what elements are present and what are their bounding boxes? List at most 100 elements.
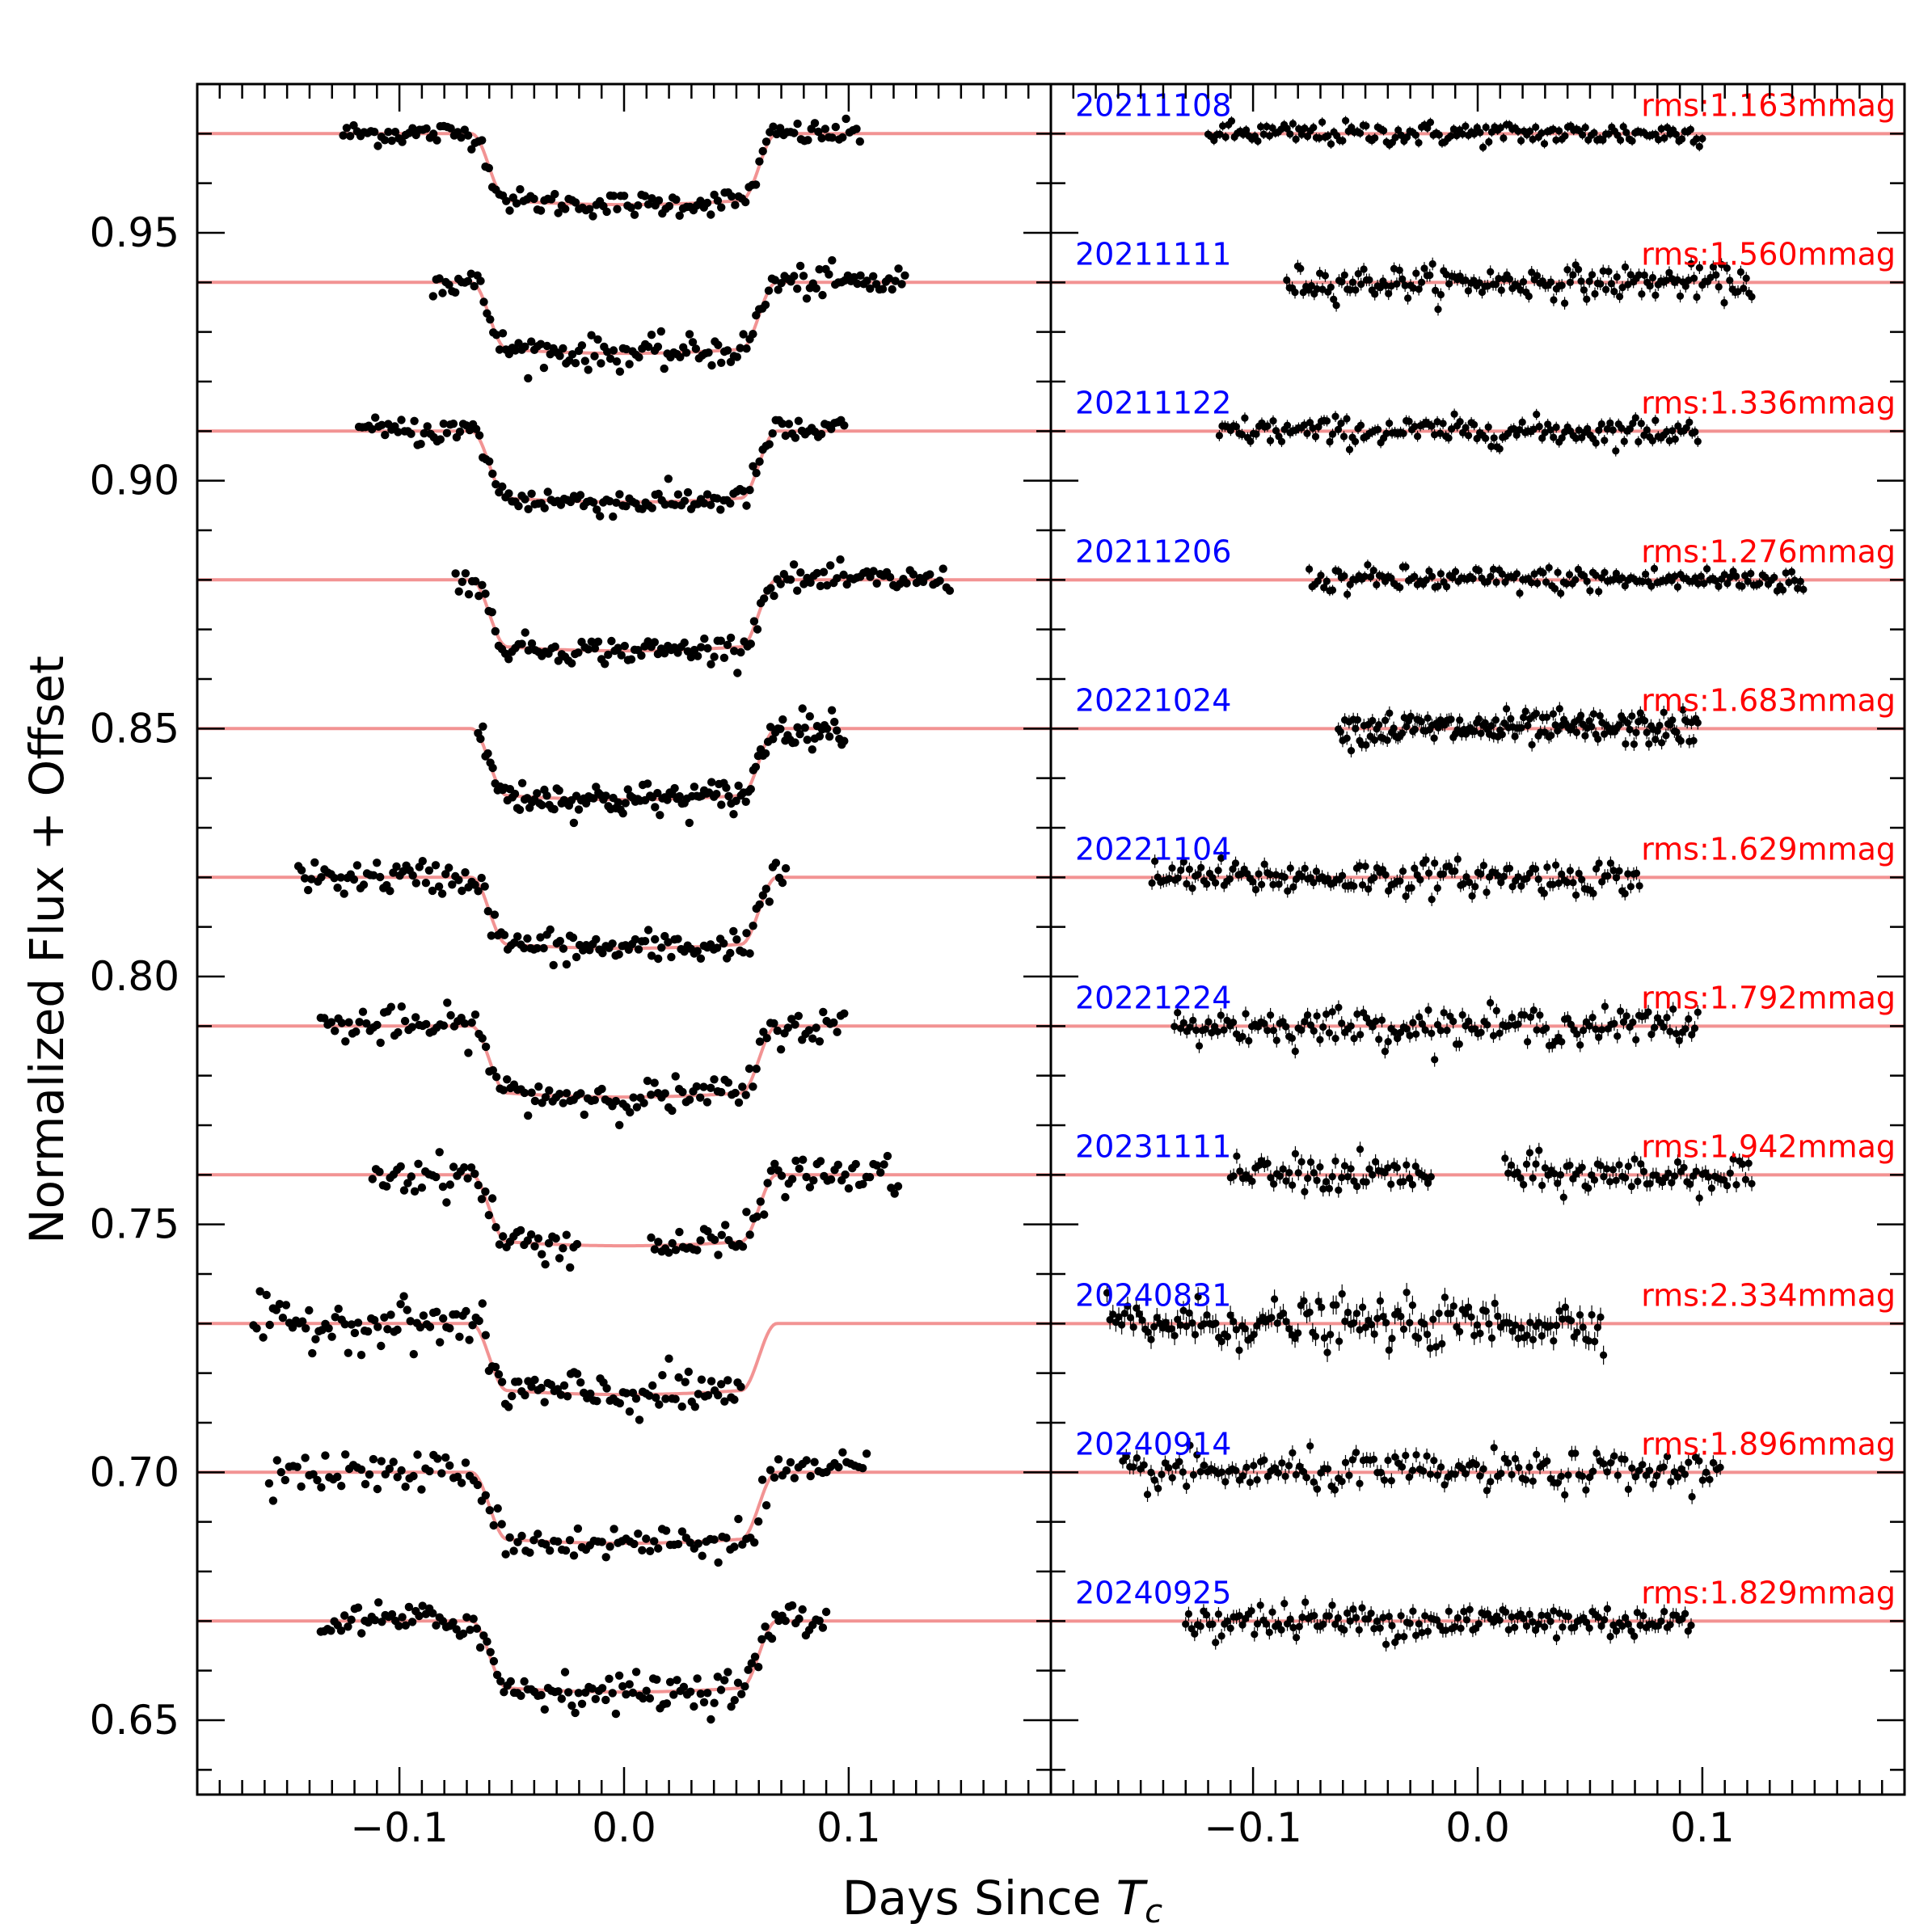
residual-point-20240831 — [1294, 1329, 1302, 1337]
residual-point-20221024 — [1447, 715, 1455, 723]
residual-point-20221104 — [1385, 887, 1393, 895]
data-point-20211206 — [454, 587, 463, 596]
data-point-20221104 — [647, 951, 656, 960]
residual-point-20211206 — [1571, 576, 1580, 584]
residual-point-20221104 — [1505, 864, 1514, 872]
residual-point-20211108 — [1447, 132, 1455, 140]
data-point-20231111 — [403, 1179, 412, 1187]
residual-point-20240831 — [1338, 1290, 1346, 1298]
data-point-20240831 — [635, 1415, 644, 1424]
data-point-20211111 — [869, 272, 878, 281]
data-point-20221024 — [581, 799, 591, 808]
residual-point-20231111 — [1673, 1158, 1682, 1166]
residual-point-20221224 — [1372, 1017, 1380, 1025]
data-point-20240831 — [445, 1324, 454, 1333]
residual-point-20211111 — [1525, 292, 1533, 301]
data-point-20221104 — [696, 954, 706, 964]
data-point-20221224 — [499, 1086, 508, 1095]
residual-point-20211111 — [1723, 264, 1731, 272]
data-point-20240925 — [394, 1622, 403, 1630]
data-point-20240831 — [514, 1377, 523, 1386]
residual-point-20240831 — [1573, 1328, 1581, 1336]
data-point-20221224 — [752, 1065, 761, 1074]
residual-point-20231111 — [1622, 1174, 1630, 1182]
data-point-20211108 — [478, 136, 487, 145]
residual-point-20231111 — [1291, 1149, 1299, 1158]
residual-point-20221024 — [1628, 712, 1636, 720]
data-point-20211122 — [794, 416, 804, 425]
residual-point-20211206 — [1557, 589, 1565, 597]
data-point-20231111 — [534, 1234, 543, 1243]
data-point-20240914 — [264, 1479, 274, 1488]
data-point-20211122 — [742, 501, 751, 510]
data-point-20211122 — [699, 499, 709, 508]
data-point-20240831 — [677, 1402, 686, 1411]
data-point-20221024 — [766, 723, 775, 732]
residual-point-20211122 — [1691, 428, 1699, 437]
residual-point-20211122 — [1345, 445, 1354, 453]
residual-point-20221224 — [1269, 1027, 1277, 1035]
data-point-20240925 — [597, 1684, 607, 1693]
data-point-20231111 — [738, 1242, 748, 1251]
residual-point-20221024 — [1555, 705, 1563, 713]
data-point-20231111 — [710, 1235, 719, 1245]
residual-point-20221104 — [1549, 880, 1557, 888]
residual-point-20221224 — [1310, 1027, 1318, 1035]
residual-point-20231111 — [1294, 1169, 1302, 1177]
data-point-20221024 — [776, 724, 785, 733]
residual-point-20231111 — [1384, 1164, 1392, 1172]
data-point-20221104 — [300, 874, 310, 883]
residual-point-20231111 — [1612, 1176, 1620, 1184]
data-point-20240831 — [403, 1306, 411, 1314]
residual-point-20211206 — [1747, 569, 1755, 578]
residual-point-20211122 — [1448, 425, 1456, 433]
data-point-20221224 — [327, 1018, 336, 1027]
residual-point-20221224 — [1526, 1013, 1534, 1021]
residual-point-20231111 — [1325, 1184, 1333, 1192]
residual-point-20221104 — [1370, 874, 1378, 882]
data-point-20211206 — [620, 641, 629, 651]
residual-point-20211206 — [1794, 584, 1802, 593]
residual-point-20221024 — [1430, 734, 1438, 742]
data-point-20231111 — [432, 1172, 441, 1182]
residual-point-20221224 — [1415, 1013, 1424, 1021]
residual-point-20240831 — [1171, 1331, 1179, 1339]
residual-point-20221024 — [1353, 715, 1361, 724]
data-point-20240831 — [380, 1313, 389, 1322]
residual-point-20221224 — [1267, 1011, 1275, 1019]
residual-point-20211206 — [1595, 588, 1603, 596]
residual-point-20211111 — [1360, 265, 1368, 273]
residual-point-20221224 — [1477, 1028, 1485, 1036]
residual-point-20221104 — [1312, 867, 1320, 875]
residual-point-20211111 — [1580, 286, 1588, 294]
data-point-20211108 — [585, 205, 594, 213]
data-point-20231111 — [526, 1230, 536, 1239]
residual-point-20240914 — [1348, 1456, 1356, 1464]
residual-point-20231111 — [1605, 1178, 1614, 1186]
data-point-20240914 — [393, 1473, 402, 1482]
data-point-20240925 — [347, 1615, 356, 1624]
data-point-20211111 — [774, 285, 783, 294]
residual-point-20240914 — [1165, 1464, 1173, 1472]
data-point-20240925 — [591, 1694, 600, 1703]
residual-point-20211111 — [1428, 259, 1436, 268]
data-point-20211111 — [894, 264, 903, 273]
residual-point-20231111 — [1306, 1158, 1315, 1166]
data-point-20211206 — [760, 594, 769, 603]
data-point-20211111 — [866, 284, 875, 293]
residual-point-20221024 — [1407, 712, 1415, 720]
data-point-20231111 — [883, 1151, 892, 1161]
data-point-20211111 — [514, 339, 523, 348]
residual-point-20221224 — [1580, 1027, 1588, 1035]
residual-point-20211206 — [1673, 583, 1681, 591]
data-point-20240925 — [336, 1626, 346, 1635]
residual-point-20231111 — [1664, 1169, 1673, 1177]
data-point-20240831 — [703, 1390, 713, 1400]
residual-point-20211108 — [1216, 130, 1224, 138]
data-point-20211111 — [761, 300, 770, 310]
data-point-20240914 — [501, 1550, 510, 1559]
data-point-20240831 — [347, 1320, 356, 1329]
residual-point-20240831 — [1406, 1318, 1414, 1327]
residual-point-20211206 — [1639, 577, 1647, 586]
residual-point-20221224 — [1458, 1010, 1466, 1019]
